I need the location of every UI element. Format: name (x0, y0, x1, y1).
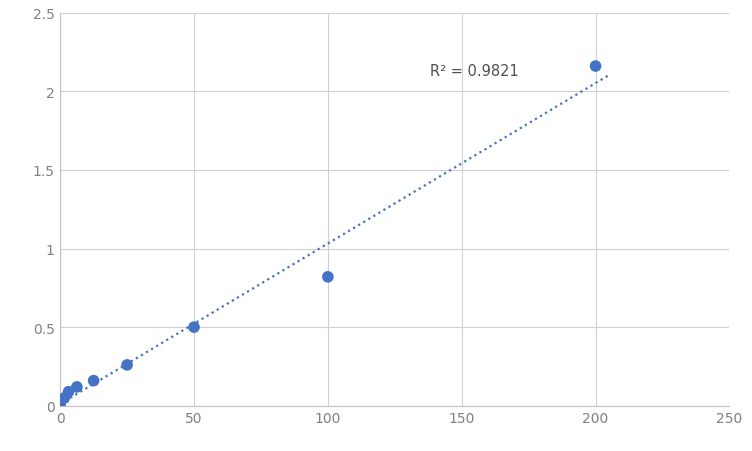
Point (54, 401, 66, 408)
Text: R² = 0.9821: R² = 0.9821 (429, 64, 518, 79)
Point (62, 388, 74, 396)
Point (59, 395, 71, 402)
Point (188, 324, 200, 331)
Point (71, 383, 83, 391)
Point (322, 274, 334, 281)
Point (87, 377, 99, 384)
Point (590, 63, 602, 70)
Point (121, 362, 133, 369)
